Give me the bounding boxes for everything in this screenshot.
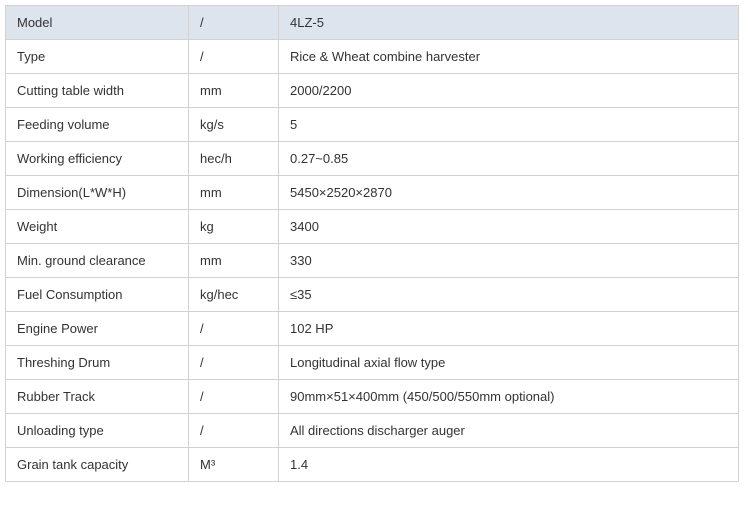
spec-name: Cutting table width — [5, 73, 189, 108]
spec-value: 2000/2200 — [278, 73, 739, 108]
spec-name: Model — [5, 5, 189, 40]
spec-value: All directions discharger auger — [278, 413, 739, 448]
spec-unit: kg/hec — [188, 277, 279, 312]
spec-unit: kg/s — [188, 107, 279, 142]
spec-unit: / — [188, 39, 279, 74]
spec-value: 1.4 — [278, 447, 739, 482]
spec-unit: kg — [188, 209, 279, 244]
spec-name: Type — [5, 39, 189, 74]
spec-name: Weight — [5, 209, 189, 244]
spec-unit: / — [188, 379, 279, 414]
table-row: Type / Rice & Wheat combine harvester — [5, 39, 739, 74]
spec-name: Min. ground clearance — [5, 243, 189, 278]
spec-name: Unloading type — [5, 413, 189, 448]
spec-unit: / — [188, 5, 279, 40]
spec-unit: mm — [188, 175, 279, 210]
spec-name: Rubber Track — [5, 379, 189, 414]
spec-value: 330 — [278, 243, 739, 278]
spec-value: 4LZ-5 — [278, 5, 739, 40]
table-row: Grain tank capacity M³ 1.4 — [5, 447, 739, 482]
table-row: Unloading type / All directions discharger… — [5, 413, 739, 448]
spec-value: 5 — [278, 107, 739, 142]
table-row: Cutting table width mm 2000/2200 — [5, 73, 739, 108]
table-row: Working efficiency hec/h 0.27~0.85 — [5, 141, 739, 176]
spec-value: 3400 — [278, 209, 739, 244]
spec-unit: / — [188, 413, 279, 448]
spec-name: Engine Power — [5, 311, 189, 346]
table-row: Rubber Track/90mm×51×400mm (450/500/550m… — [5, 379, 739, 414]
table-row: Engine Power/102 HP — [5, 311, 739, 346]
spec-value: Longitudinal axial flow type — [278, 345, 739, 380]
spec-value: Rice & Wheat combine harvester — [278, 39, 739, 74]
spec-unit: M³ — [188, 447, 279, 482]
spec-unit: mm — [188, 243, 279, 278]
table-row: Weight kg 3400 — [5, 209, 739, 244]
table-row: Min. ground clearance mm 330 — [5, 243, 739, 278]
spec-unit: / — [188, 345, 279, 380]
spec-unit: mm — [188, 73, 279, 108]
spec-value: 5450×2520×2870 — [278, 175, 739, 210]
spec-value: 0.27~0.85 — [278, 141, 739, 176]
spec-unit: / — [188, 311, 279, 346]
spec-name: Threshing Drum — [5, 345, 189, 380]
spec-name: Dimension(L*W*H) — [5, 175, 189, 210]
spec-table: Model/4LZ-5 Type / Rice & Wheat combine har… — [5, 5, 739, 482]
spec-name: Working efficiency — [5, 141, 189, 176]
table-header-row: Model/4LZ-5 — [5, 5, 739, 40]
spec-name: Feeding volume — [5, 107, 189, 142]
spec-value: ≤35 — [278, 277, 739, 312]
table-row: Feeding volume kg/s 5 — [5, 107, 739, 142]
spec-name: Fuel Consumption — [5, 277, 189, 312]
spec-unit: hec/h — [188, 141, 279, 176]
spec-value: 90mm×51×400mm (450/500/550mm optional) — [278, 379, 739, 414]
table-row: Fuel Consumption kg/hec ≤35 — [5, 277, 739, 312]
table-row: Threshing Drum / Longitudinal axial flow t… — [5, 345, 739, 380]
spec-value: 102 HP — [278, 311, 739, 346]
table-row: Dimension(L*W*H) mm 5450×2520×2870 — [5, 175, 739, 210]
spec-name: Grain tank capacity — [5, 447, 189, 482]
